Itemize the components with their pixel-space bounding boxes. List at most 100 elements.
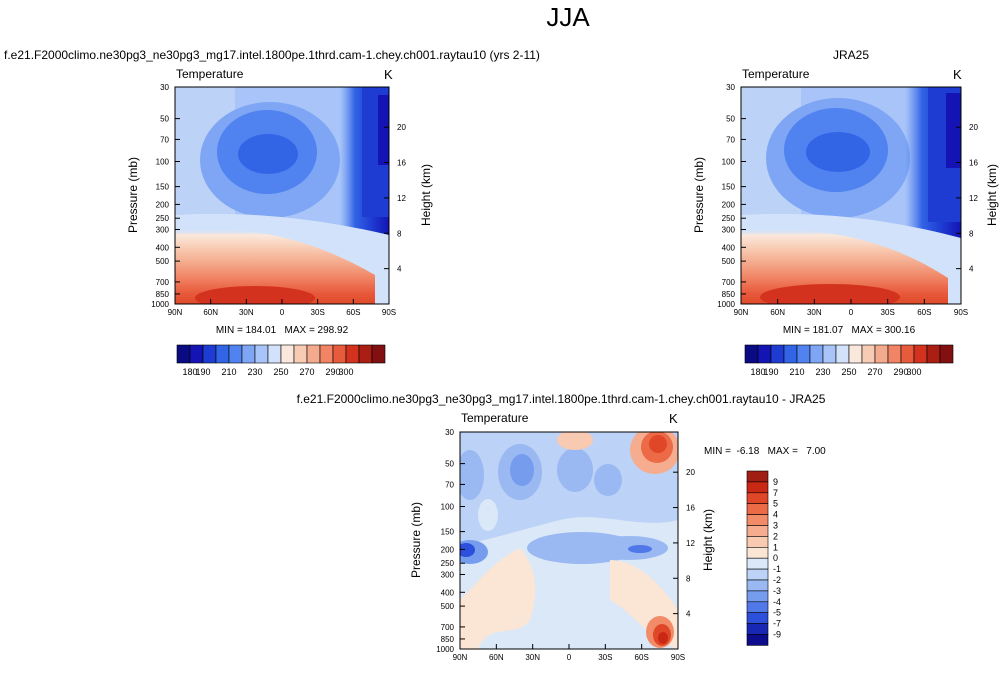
panel-obs-x-tick-label: 60N xyxy=(770,308,785,317)
panel-model-y-tick-label: 500 xyxy=(156,257,170,266)
panel-diff-colorbar-label: 0 xyxy=(773,553,778,563)
panel-model-y-tick-label: 150 xyxy=(156,183,170,192)
panel-obs-y2-ticks: 20 16 12 8 4 xyxy=(956,123,978,274)
panel-model-colorbar-label: 290 xyxy=(325,367,340,377)
panel-obs-ylabel: Pressure (mb) xyxy=(692,157,706,233)
panel-obs-colorbar-swatch xyxy=(848,344,863,364)
panel-diff-colorbar-swatch xyxy=(746,525,769,537)
panel-diff-x-tick-label: 90S xyxy=(671,653,685,662)
panel-obs-y-tick-label: 700 xyxy=(722,278,736,287)
panel-model-colorbar-swatch xyxy=(176,344,191,364)
panel-diff-y2-tick-label: 12 xyxy=(686,539,695,548)
panel-model-x-tick-label: 0 xyxy=(280,308,285,317)
panel-diff-y-tick-label: 500 xyxy=(441,602,455,611)
panel-model-y-tick-label: 100 xyxy=(156,158,170,167)
panel-model-colorbar-label: 210 xyxy=(221,367,236,377)
panel-model-colorbar-label: 300 xyxy=(338,367,353,377)
panel-diff-y-tick-label: 150 xyxy=(441,528,455,537)
panel-model-y-tick-label: 250 xyxy=(156,214,170,223)
panel-obs-colorbar-label: 250 xyxy=(841,367,856,377)
panel-diff-x-ticks: 90N 60N 30N 0 30S 60S 90S xyxy=(453,644,685,662)
panel-diff-units: K xyxy=(669,411,678,426)
panel-model-y-tick-label: 1000 xyxy=(151,300,169,309)
panel-diff-subtitle: Temperature xyxy=(461,411,529,425)
panel-diff-y-tick-label: 300 xyxy=(441,570,455,579)
panel-diff-y2-tick-label: 4 xyxy=(686,610,691,619)
panel-diff-colorbar-swatch xyxy=(746,536,769,548)
panel-obs-colorbar-swatch xyxy=(835,344,850,364)
panel-diff-y2-tick-label: 8 xyxy=(686,574,691,583)
panel-diff-x-tick-label: 60N xyxy=(489,653,504,662)
panel-diff-y-tick-label: 100 xyxy=(441,503,455,512)
panel-obs-colorbar-swatch xyxy=(874,344,889,364)
panel-model: f.e21.F2000climo.ne30pg3_ne30pg3_mg17.in… xyxy=(4,48,540,377)
panel-obs-y2-tick-label: 12 xyxy=(969,194,978,203)
panel-model-y-tick-label: 50 xyxy=(160,115,169,124)
panel-model-y2-tick-label: 12 xyxy=(397,194,406,203)
panel-obs-colorbar-label: 270 xyxy=(867,367,882,377)
panel-obs-x-ticks: 90N 60N 30N 0 30S 60S 90S xyxy=(734,299,968,317)
panel-diff-stats: MIN = -6.18 MAX = 7.00 xyxy=(704,446,826,457)
panel-diff-y-tick-label: 30 xyxy=(445,428,454,437)
panel-diff-y2-tick-label: 16 xyxy=(686,504,695,513)
panel-obs-y-tick-label: 500 xyxy=(722,257,736,266)
panel-model-colorbar-swatch xyxy=(306,344,321,364)
panel-obs-colorbar-label: 190 xyxy=(763,367,778,377)
panel-model-colorbar-label: 190 xyxy=(195,367,210,377)
panel-diff-colorbar-swatch xyxy=(746,579,769,592)
panel-diff-colorbar-swatch xyxy=(746,557,769,570)
panel-model-y-tick-label: 200 xyxy=(156,200,170,209)
panel-diff-colorbar-swatch xyxy=(746,503,769,515)
panel-model-colorbar-swatch xyxy=(228,344,243,364)
panel-model-y-tick-label: 850 xyxy=(156,290,170,299)
panel-obs-units: K xyxy=(953,67,962,82)
panel-model-colorbar-label: 180 xyxy=(182,367,197,377)
panel-model-x-tick-label: 30S xyxy=(311,308,325,317)
panel-model-ylabel: Pressure (mb) xyxy=(126,157,140,233)
panel-obs-y-tick-label: 300 xyxy=(722,225,736,234)
panel-diff-colorbar-swatch xyxy=(746,634,769,646)
panel-obs-x-tick-label: 30N xyxy=(807,308,822,317)
panel-diff-colorbar-label: 7 xyxy=(773,488,778,498)
panel-obs-colorbar-swatch xyxy=(770,344,785,364)
panel-diff-colorbar-label: -2 xyxy=(773,575,781,585)
panel-obs-colorbar-swatch xyxy=(939,344,954,364)
panel-model-colorbar-swatch xyxy=(189,344,204,364)
panel-obs-colorbar-swatch xyxy=(744,344,759,364)
panel-model-x-tick-label: 90S xyxy=(382,308,396,317)
panel-model-x-ticks: 90N 60N 30N 0 30S 60S 90S xyxy=(168,299,396,317)
panel-model-colorbar-swatch xyxy=(293,344,308,364)
panel-obs-y2label: Height (km) xyxy=(985,164,999,226)
panel-obs-colorbar-label: 230 xyxy=(815,367,830,377)
panel-model-colorbar-swatch xyxy=(319,344,334,364)
panel-obs-colorbar-label: 210 xyxy=(789,367,804,377)
panel-obs-x-tick-label: 30S xyxy=(881,308,895,317)
panel-obs-stats: MIN = 181.07 MAX = 300.16 xyxy=(783,325,916,336)
panel-obs-colorbar-label: 180 xyxy=(750,367,765,377)
panel-model-colorbar-swatch xyxy=(371,344,386,364)
panel-obs-subtitle: Temperature xyxy=(742,67,810,81)
panel-model-subtitle: Temperature xyxy=(176,67,244,81)
panel-diff-colorbar-swatch xyxy=(746,470,769,483)
panel-diff-colorbar-label: 4 xyxy=(773,510,778,520)
panel-obs-colorbar-swatch xyxy=(809,344,824,364)
panel-obs-title: JRA25 xyxy=(833,48,869,62)
panel-obs-colorbar-swatch xyxy=(861,344,876,364)
panel-obs-colorbar-swatch xyxy=(822,344,837,364)
panel-model-y-tick-label: 400 xyxy=(156,243,170,252)
panel-diff-x-tick-label: 30N xyxy=(525,653,540,662)
panel-diff-colorbar-label: 5 xyxy=(773,499,778,509)
panel-obs-y2-tick-label: 4 xyxy=(969,265,974,274)
panel-diff-y-tick-label: 400 xyxy=(441,588,455,597)
panel-model-title: f.e21.F2000climo.ne30pg3_ne30pg3_mg17.in… xyxy=(4,48,540,62)
panel-model-y-tick-label: 700 xyxy=(156,278,170,287)
panel-diff-y-tick-label: 850 xyxy=(441,635,455,644)
panel-model-y2label: Height (km) xyxy=(419,164,433,226)
panel-obs-colorbar-swatch xyxy=(783,344,798,364)
panel-model-y2-ticks: 20 16 12 8 4 xyxy=(384,123,406,274)
panel-diff-colorbar-swatch xyxy=(746,492,769,504)
